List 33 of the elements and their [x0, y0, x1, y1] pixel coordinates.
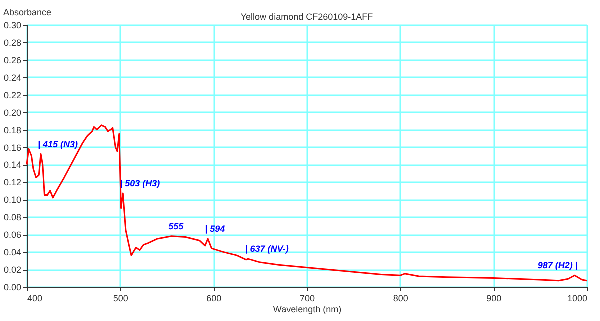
- y-tick-label: 0.18: [4, 125, 22, 136]
- y-axis-title: Absorbance: [4, 8, 52, 18]
- y-tick-label: 0.02: [4, 265, 22, 276]
- annotation: | 637 (NV-): [245, 244, 289, 254]
- y-tick-label: 0.10: [4, 195, 22, 206]
- x-tick-label: 600: [206, 294, 222, 304]
- chart-title: Yellow diamond CF260109-1AFF: [240, 12, 374, 22]
- y-tick-label: 0.04: [4, 248, 22, 258]
- line-series: [26, 124, 588, 282]
- x-tick-label: 400: [28, 294, 43, 304]
- x-tick-label: 800: [393, 294, 408, 304]
- y-tick-label: 0.00: [4, 282, 22, 292]
- y-tick-label: 0.30: [4, 20, 22, 30]
- y-tick-label: 0.22: [4, 90, 22, 100]
- y-tick-label: 0.20: [4, 108, 22, 118]
- annotation: | 503 (H3): [120, 178, 160, 189]
- y-tick-label: 0.12: [4, 178, 22, 188]
- annotation: | 594: [205, 224, 226, 234]
- annotation: 987 (H2) |: [538, 260, 578, 271]
- y-tick-label: 0.16: [4, 142, 22, 153]
- annotation: 555: [168, 221, 185, 232]
- x-tick-label: 900: [486, 294, 502, 304]
- x-axis-title: Wavelength (nm): [273, 304, 342, 314]
- x-tick-label: 500: [113, 294, 128, 304]
- y-tick-label: 0.06: [4, 230, 22, 240]
- y-tick-label: 0.28: [4, 38, 22, 48]
- y-tick-label: 0.08: [4, 212, 22, 223]
- x-tick-label: 1000: [567, 294, 588, 304]
- x-tick-label: 700: [300, 294, 316, 304]
- y-tick-label: 0.14: [4, 160, 22, 170]
- y-tick-label: 0.26: [4, 55, 22, 66]
- annotation: | 415 (N3): [38, 139, 78, 150]
- y-tick-label: 0.24: [4, 72, 22, 83]
